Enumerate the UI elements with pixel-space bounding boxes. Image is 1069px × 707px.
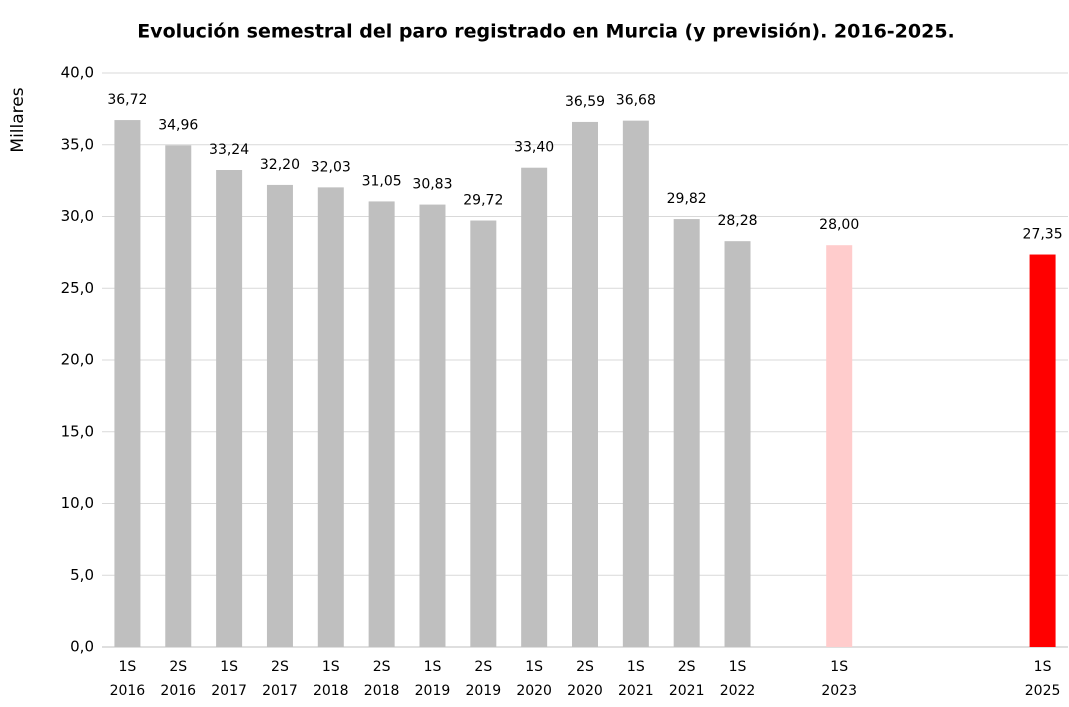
data-label: 31,05	[362, 173, 402, 189]
data-label: 29,82	[667, 191, 707, 207]
bar	[216, 170, 243, 648]
bar	[521, 167, 548, 647]
chart-title: Evolución semestral del paro registrado …	[137, 21, 955, 43]
bar	[826, 245, 853, 647]
y-tick-label: 30,0	[61, 207, 94, 225]
y-axis-label: Millares	[8, 87, 28, 152]
y-tick-label: 10,0	[61, 494, 94, 512]
x-tick-label: 1S 2018	[312, 659, 349, 699]
bar	[724, 241, 751, 647]
data-label: 36,72	[107, 92, 147, 108]
data-label: 32,20	[260, 157, 300, 173]
bar	[266, 184, 293, 647]
bar	[622, 120, 649, 648]
y-tick-label: 35,0	[61, 135, 94, 153]
x-tick-label: 2S 2017	[262, 659, 298, 699]
x-tick-label: 1S 2019	[414, 659, 451, 699]
data-label: 28,28	[717, 213, 757, 229]
bar	[470, 220, 497, 647]
data-label: 28,00	[819, 217, 859, 233]
y-tick-label: 20,0	[61, 351, 94, 369]
bar	[1029, 254, 1056, 647]
y-tick-label: 25,0	[61, 279, 94, 297]
data-label: 30,83	[412, 177, 452, 193]
bar	[114, 120, 141, 648]
x-tick-label: 2S 2020	[567, 659, 603, 699]
x-tick-label: 2S 2021	[668, 659, 705, 699]
x-tick-label: 2S 2018	[363, 659, 400, 699]
y-tick-label: 40,0	[61, 64, 94, 82]
x-tick-label: 1S 2022	[719, 659, 756, 699]
y-tick-label: 15,0	[61, 422, 94, 440]
data-label: 29,72	[463, 193, 503, 209]
x-tick-label: 1S 2017	[211, 659, 247, 699]
data-label: 33,24	[209, 142, 249, 158]
x-tick-label: 1S 2021	[618, 659, 654, 699]
x-tick-label: 1S 2016	[109, 659, 146, 699]
x-tick-label: 1S 2023	[821, 659, 858, 699]
x-tick-label: 2S 2016	[160, 659, 197, 699]
y-tick-label: 0,0	[70, 638, 94, 656]
bar	[317, 187, 344, 647]
data-label: 32,03	[311, 159, 351, 175]
bar	[673, 219, 700, 647]
data-label: 36,59	[565, 94, 605, 110]
data-label: 36,68	[616, 93, 656, 109]
x-tick-label: 1S 2025	[1024, 659, 1061, 699]
bar	[165, 145, 192, 647]
data-label: 33,40	[514, 140, 554, 156]
data-label: 34,96	[158, 117, 198, 133]
x-tick-label: 1S 2020	[516, 659, 552, 699]
data-label: 27,35	[1023, 227, 1063, 243]
x-tick-label: 2S 2019	[465, 659, 502, 699]
bar	[419, 204, 446, 648]
bar	[572, 121, 598, 648]
bar	[368, 201, 395, 647]
y-tick-label: 5,0	[70, 566, 94, 584]
